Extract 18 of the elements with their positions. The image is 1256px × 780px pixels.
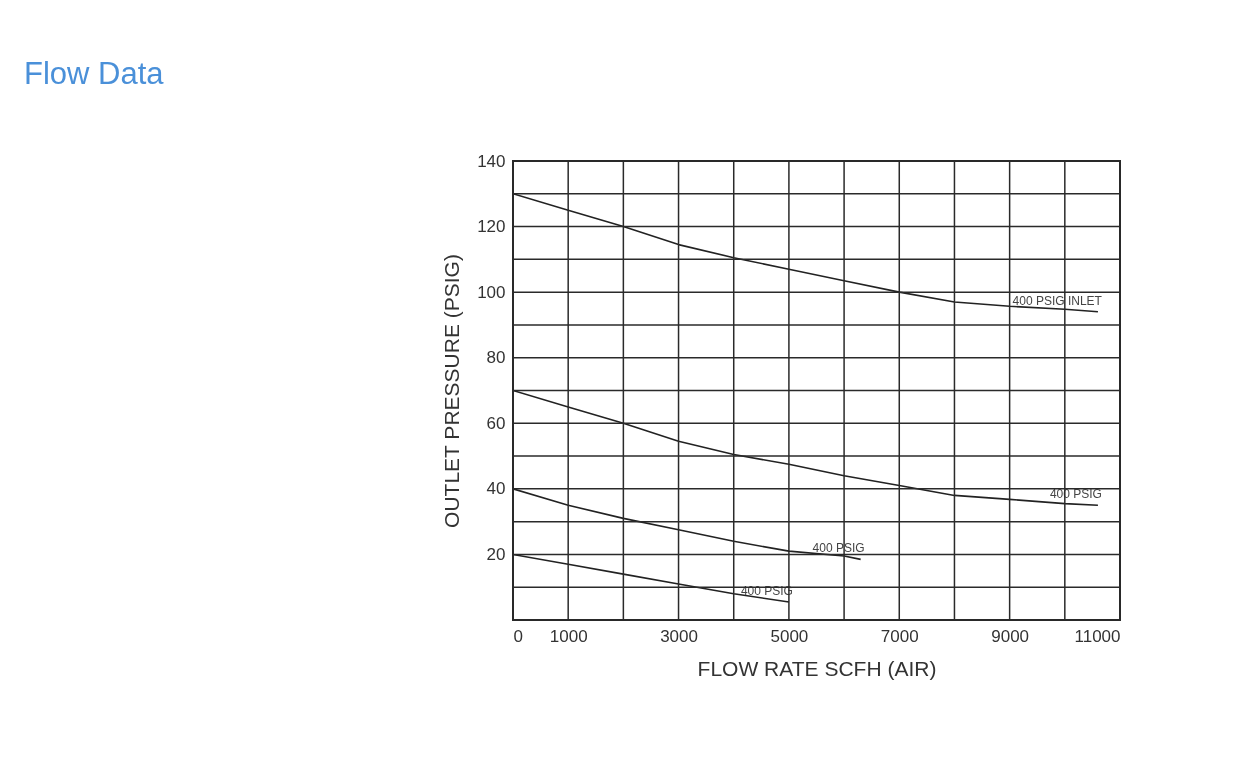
series-label: 400 PSIG INLET: [1012, 293, 1103, 308]
y-tick-label: 140: [477, 151, 506, 171]
x-tick-label: 11000: [1074, 626, 1121, 646]
x-tick-label: 5000: [770, 626, 809, 646]
y-tick-label: 40: [486, 479, 506, 499]
y-tick-label: 100: [477, 282, 506, 302]
y-tick-label: 20: [486, 544, 506, 564]
x-tick-label: 7000: [880, 626, 919, 646]
y-tick-label: 60: [486, 413, 506, 433]
y-tick-label: 120: [477, 217, 506, 237]
x-axis-title: FLOW RATE SCFH (AIR): [697, 656, 937, 680]
x-tick-label: 3000: [660, 626, 698, 646]
x-tick-label: 1000: [549, 626, 588, 646]
text: Flow Data: [24, 56, 164, 92]
y-tick-label: 80: [486, 348, 506, 368]
y-axis-title: OUTLET PRESSURE (PSIG): [440, 254, 464, 528]
x-tick-label: 0: [513, 626, 523, 646]
x-tick-label: 9000: [991, 626, 1030, 646]
